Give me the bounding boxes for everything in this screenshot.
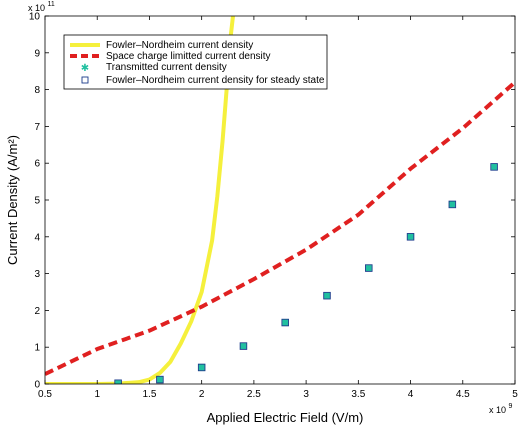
legend-label-transmitted: Transmitted current density [106,62,227,73]
transmitted-point [115,380,122,384]
transmitted-point [282,319,289,326]
steady-state-point [406,233,415,241]
x-axis-label: Applied Electric Field (V/m) [207,410,364,425]
x-multiplier-base: x 10 [489,405,506,415]
x-multiplier: x 10 9 [489,403,513,415]
transmitted-point [324,292,330,299]
legend-box [63,34,328,90]
y-tick-label: 5 [34,196,40,207]
x-tick-label: 2.5 [247,389,261,400]
y-multiplier-base: x 10 [28,3,45,13]
series-line-1 [45,80,515,376]
y-tick-label: 10 [29,12,41,23]
transmitted-point [365,265,372,272]
y-tick-label: 1 [34,343,40,354]
legend: Fowler–Nordheim current density Space ch… [63,34,328,90]
y-axis-label: Current Density (A/m²) [5,135,20,265]
steady-state-point [365,264,373,272]
series-1 [45,80,515,376]
transmitted-point [449,201,456,208]
steady-state-point [114,379,122,384]
y-tick-label: 0 [34,380,40,391]
transmitted-point [156,376,163,383]
x-tick-label: 3 [303,389,309,400]
y-multiplier: x 10 11 [28,1,55,13]
legend-label-steady: Fowler–Nordheim current density for stea… [106,75,325,86]
series-line-0 [45,16,235,384]
y-tick-label: 7 [34,122,40,133]
steady-state-point [281,318,289,327]
x-tick-label: 1.5 [142,389,156,400]
steady-state-point [490,163,498,171]
x-tick-label: 4 [408,389,414,400]
x-tick-label: 2 [199,389,205,400]
y-tick-label: 4 [34,232,40,243]
x-multiplier-exponent: 9 [509,403,513,410]
steady-state-point [197,363,206,372]
steady-state-point [239,342,248,350]
legend-label-fn: Fowler–Nordheim current density [106,40,253,51]
y-multiplier-exponent: 11 [48,1,55,8]
series-group [45,16,515,384]
steady-state-point [156,375,164,384]
x-tick-label: 4.5 [456,389,470,400]
x-tick-label: 5 [512,389,518,400]
steady-state-point [323,291,331,300]
y-tick-label: 6 [34,159,40,170]
transmitted-point [198,364,205,371]
legend-swatch-steady [81,76,89,84]
series-3 [114,163,498,384]
steady-state-point [448,200,457,209]
y-tick-label: 3 [34,269,40,280]
y-tick-label: 2 [34,306,40,317]
series-0 [45,16,235,384]
x-tick-label: 1 [94,389,100,400]
axes: 0.5 1 1.5 2 2.5 3 3.5 4 4.5 5 0 1 2 3 4 5 6 7 8 9 10 [29,12,518,401]
legend-swatch-transmitted: ✱ [81,63,89,74]
transmitted-point [491,163,498,170]
y-tick-label: 9 [34,48,40,59]
transmitted-point [407,233,414,240]
series-2 [115,163,498,384]
transmitted-point [240,343,247,350]
legend-label-scl: Space charge limitted current density [106,51,271,62]
y-tick-label: 8 [34,85,40,96]
x-tick-label: 3.5 [351,389,365,400]
x-tick-label: 0.5 [38,389,52,400]
